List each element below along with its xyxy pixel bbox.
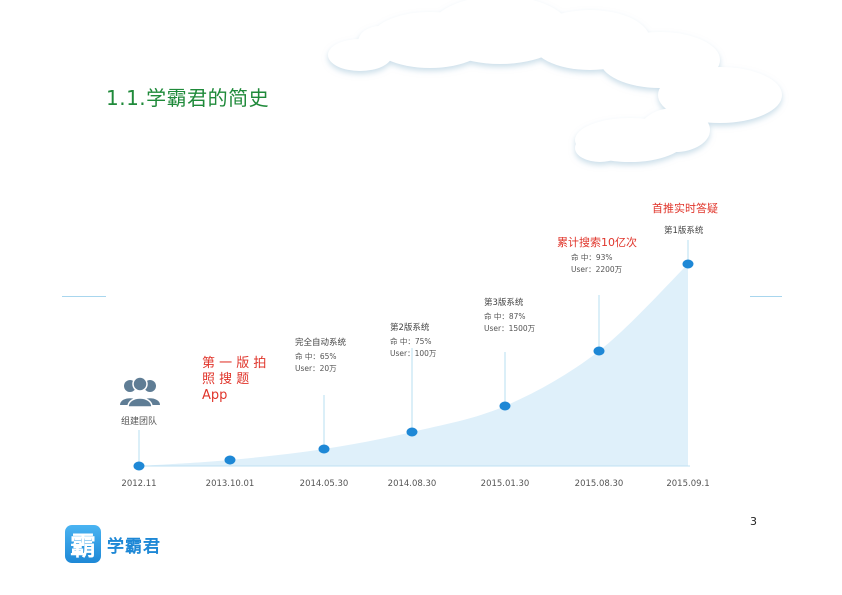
growth-area <box>139 264 688 466</box>
milestone-stat: 命 中：93% <box>571 252 613 262</box>
milestone-point <box>406 427 418 437</box>
team-icon <box>120 377 160 408</box>
left-divider <box>62 296 106 297</box>
milestone-highlight: 照 搜 题 <box>202 372 249 387</box>
x-tick-label: 2014.05.30 <box>300 479 349 489</box>
milestone-highlight: 累计搜索10亿次 <box>557 235 637 249</box>
milestone-highlight: App <box>202 388 227 403</box>
x-tick-label: 2015.09.1 <box>666 479 709 489</box>
x-tick-label: 2015.01.30 <box>481 479 530 489</box>
x-tick-label: 2012.11 <box>121 479 156 489</box>
milestone-point <box>682 259 694 269</box>
x-tick-label: 2013.10.01 <box>206 479 255 489</box>
milestone-label: 完全自动系统 <box>295 337 347 348</box>
milestone-label: 第2版系统 <box>390 322 430 333</box>
x-tick-label: 2014.08.30 <box>388 479 437 489</box>
page-title: 1.1.学霸君的简史 <box>106 86 270 110</box>
x-tick-label: 2015.08.30 <box>575 479 624 489</box>
cloud-decoration <box>328 0 782 162</box>
milestone-label: 组建团队 <box>121 415 157 427</box>
milestone-stat: 命 中：87% <box>484 311 526 321</box>
milestone-point <box>133 461 145 471</box>
milestone-label: 第3版系统 <box>484 297 524 308</box>
milestone-stat: User：20万 <box>295 364 337 373</box>
milestone-stat: 命 中：65% <box>295 351 337 361</box>
milestone-point <box>499 401 511 411</box>
brand-logo: 霸 学霸君 <box>65 525 161 563</box>
milestone-point <box>593 346 605 356</box>
milestone-stat: User：2200万 <box>571 265 623 274</box>
milestone-stat: User：1500万 <box>484 324 536 333</box>
logo-icon: 霸 <box>65 525 101 563</box>
logo-text: 学霸君 <box>107 536 161 557</box>
milestone-highlight: 首推实时答疑 <box>652 201 718 215</box>
milestone-point <box>318 444 330 454</box>
milestone-label: 第1版系统 <box>664 225 704 236</box>
milestone-stat: 命 中：75% <box>390 336 432 346</box>
page-number: 3 <box>750 515 757 528</box>
right-divider <box>750 296 782 297</box>
milestone-stat: User：100万 <box>390 349 437 358</box>
milestone-point <box>224 455 236 465</box>
milestone-highlight: 第 一 版 拍 <box>202 356 266 371</box>
